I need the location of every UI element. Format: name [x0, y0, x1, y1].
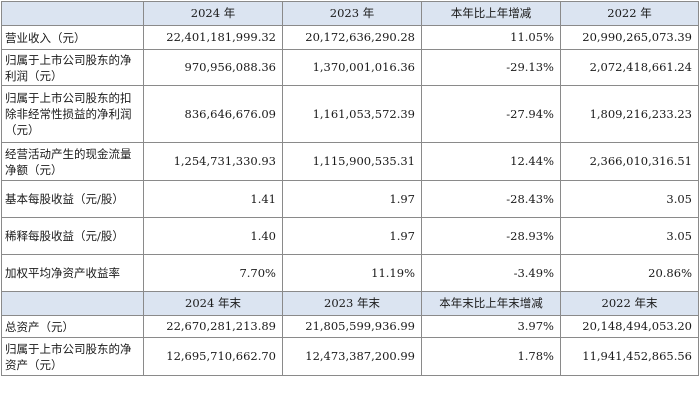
- header-change-end: 本年末比上年末增减: [421, 291, 561, 316]
- value-2022: 2,072,418,661.24: [560, 49, 699, 86]
- row-label: 加权平均净资产收益率: [1, 254, 144, 292]
- value-2023: 1.97: [282, 180, 422, 218]
- value-change: 1.78%: [421, 337, 561, 376]
- row-label: 稀释每股收益（元/股）: [1, 217, 144, 255]
- value-2022: 11,941,452,865.56: [560, 337, 699, 376]
- value-2022: 1,809,216,233.23: [560, 85, 699, 143]
- value-2024: 22,670,281,213.89: [143, 315, 283, 338]
- header-label-cell: [1, 1, 144, 26]
- value-2022: 3.05: [560, 180, 699, 218]
- value-change: -28.93%: [421, 217, 561, 255]
- value-2023: 1,370,001,016.36: [282, 49, 422, 86]
- value-2022: 2,366,010,316.51: [560, 142, 699, 181]
- value-2024: 7.70%: [143, 254, 283, 292]
- header-2022: 2022 年: [560, 1, 699, 26]
- financial-summary-table: 2024 年 2023 年 本年比上年增减 2022 年 营业收入（元） 22,…: [1, 1, 699, 376]
- value-2024: 22,401,181,999.32: [143, 25, 283, 50]
- table-row: 归属于上市公司股东的扣除非经常性损益的净利润（元） 836,646,676.09…: [1, 85, 699, 143]
- table-row: 稀释每股收益（元/股） 1.40 1.97 -28.93% 3.05: [1, 217, 699, 255]
- value-2023: 20,172,636,290.28: [282, 25, 422, 50]
- header-2022-end: 2022 年末: [560, 291, 699, 316]
- value-change: -28.43%: [421, 180, 561, 218]
- row-label: 归属于上市公司股东的净资产（元）: [1, 337, 144, 376]
- value-change: 3.97%: [421, 315, 561, 338]
- value-2023: 21,805,599,936.99: [282, 315, 422, 338]
- header-row-year-end: 2024 年末 2023 年末 本年末比上年末增减 2022 年末: [1, 291, 699, 316]
- header-2023: 2023 年: [282, 1, 422, 26]
- row-label: 营业收入（元）: [1, 25, 144, 50]
- value-2022: 3.05: [560, 217, 699, 255]
- table-row: 经营活动产生的现金流量净额（元） 1,254,731,330.93 1,115,…: [1, 142, 699, 181]
- value-change: 11.05%: [421, 25, 561, 50]
- row-label: 经营活动产生的现金流量净额（元）: [1, 142, 144, 181]
- table-row: 归属于上市公司股东的净资产（元） 12,695,710,662.70 12,47…: [1, 337, 699, 376]
- value-2023: 1,115,900,535.31: [282, 142, 422, 181]
- header-2023-end: 2023 年末: [282, 291, 422, 316]
- table-row: 加权平均净资产收益率 7.70% 11.19% -3.49% 20.86%: [1, 254, 699, 292]
- header-change: 本年比上年增减: [421, 1, 561, 26]
- value-2023: 1,161,053,572.39: [282, 85, 422, 143]
- table-row: 营业收入（元） 22,401,181,999.32 20,172,636,290…: [1, 25, 699, 50]
- value-2022: 20,148,494,053.20: [560, 315, 699, 338]
- header-label-cell: [1, 291, 144, 316]
- row-label: 基本每股收益（元/股）: [1, 180, 144, 218]
- table-row: 总资产（元） 22,670,281,213.89 21,805,599,936.…: [1, 315, 699, 338]
- value-2024: 1,254,731,330.93: [143, 142, 283, 181]
- value-2024: 1.40: [143, 217, 283, 255]
- header-row-annual: 2024 年 2023 年 本年比上年增减 2022 年: [1, 1, 699, 26]
- value-change: 12.44%: [421, 142, 561, 181]
- value-change: -29.13%: [421, 49, 561, 86]
- value-2022: 20,990,265,073.39: [560, 25, 699, 50]
- value-2023: 12,473,387,200.99: [282, 337, 422, 376]
- row-label: 总资产（元）: [1, 315, 144, 338]
- value-change: -27.94%: [421, 85, 561, 143]
- value-2024: 970,956,088.36: [143, 49, 283, 86]
- value-2024: 1.41: [143, 180, 283, 218]
- row-label: 归属于上市公司股东的净利润（元）: [1, 49, 144, 86]
- value-change: -3.49%: [421, 254, 561, 292]
- header-2024: 2024 年: [143, 1, 283, 26]
- value-2024: 836,646,676.09: [143, 85, 283, 143]
- value-2023: 11.19%: [282, 254, 422, 292]
- value-2022: 20.86%: [560, 254, 699, 292]
- row-label: 归属于上市公司股东的扣除非经常性损益的净利润（元）: [1, 85, 144, 143]
- header-2024-end: 2024 年末: [143, 291, 283, 316]
- table-row: 归属于上市公司股东的净利润（元） 970,956,088.36 1,370,00…: [1, 49, 699, 86]
- value-2024: 12,695,710,662.70: [143, 337, 283, 376]
- table-row: 基本每股收益（元/股） 1.41 1.97 -28.43% 3.05: [1, 180, 699, 218]
- value-2023: 1.97: [282, 217, 422, 255]
